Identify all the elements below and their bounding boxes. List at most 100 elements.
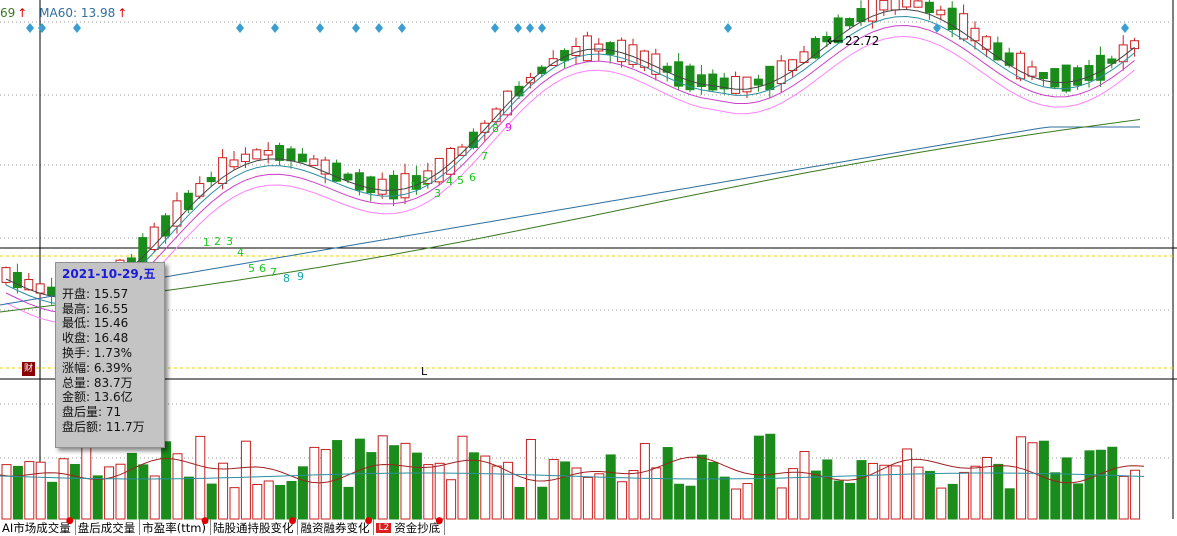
volume-bar [400,442,411,520]
td-count-label: 4 [446,175,453,188]
candle [263,150,273,156]
dot-icon: ● [201,516,209,526]
candle [594,43,604,52]
candle [959,13,969,40]
tab-label: AI市场成交量 [2,520,71,535]
td-count-label: 3 [226,235,233,248]
volume-bar [548,458,559,520]
volume-bar [126,452,137,520]
volume-bar [560,461,571,520]
candle [138,237,148,264]
tooltip-turnover: 换手: 1.73% [62,345,132,360]
candle [480,122,490,133]
volume-bar [765,433,776,520]
candle [753,78,763,86]
volume-bar [1061,457,1072,520]
tab-margin-trading[interactable]: 融资融券变化 ● [298,516,375,535]
tab-label: 资金抄底 [394,520,441,535]
candle [674,61,684,87]
volume-bar [149,475,160,520]
volume-bar [354,438,365,520]
signal-diamond-icon [316,23,324,33]
volume-bar [799,451,810,520]
candle [993,42,1003,61]
tab-after-hours-volume[interactable]: 盘后成交量 [76,519,141,535]
volume-bar [275,484,286,520]
candle [389,174,399,200]
signal-diamond-icon [73,23,81,33]
volume-bar [218,462,229,520]
volume-bar [92,475,103,520]
td-count-label: 3 [434,187,441,200]
candle [252,149,262,160]
candle [320,159,330,175]
candle [617,39,627,63]
candle [936,9,946,16]
volume-bar [229,487,240,520]
candle [548,58,558,66]
indicator-tabs: AI市场成交量 ● 盘后成交量 市盈率(ttm) ● 陆股通持股变化 ● 融资融券变化… [0,516,1177,535]
candle [708,73,718,91]
candle [639,50,649,68]
candle [799,51,809,63]
candle [514,85,524,97]
candle [149,226,159,250]
td-count-label: 5 [457,174,464,187]
candle [161,215,171,237]
volume-bar [959,471,970,520]
volume-bar [320,449,331,520]
td-count-label: 8 [492,122,499,135]
dot-icon: ● [364,516,373,526]
tooltip-low: 最低: 15.46 [62,316,129,331]
volume-bar [981,456,992,520]
dot-icon: ● [435,516,444,526]
up-arrow-icon: ↑ [117,6,128,20]
volume-bar [970,465,981,520]
candle [1027,66,1037,77]
candle [731,75,741,94]
volume-bar [206,483,217,520]
candle [696,74,706,88]
signal-diamond-icon [271,23,279,33]
tab-bottom-fishing[interactable]: L2 资金抄底 ● [374,516,446,535]
volume-bar [719,476,730,520]
td-count-label: 5 [248,262,255,275]
signal-diamond-icon [398,23,406,33]
volume-bar [1038,440,1049,520]
volume-bar [263,480,274,520]
volume-bar [1027,442,1038,520]
volume-bar [708,461,719,520]
tab-hk-connect[interactable]: 陆股通持股变化 ● [211,516,299,535]
l2-badge: L2 [376,522,392,533]
tab-pe-ttm[interactable]: 市盈率(ttm) ● [140,516,211,535]
tooltip-close: 收盘: 16.48 [62,331,129,346]
candle [1,267,11,283]
volume-bar [1004,488,1015,520]
ma5-line [5,8,1135,299]
candle [275,145,285,161]
candle [890,0,900,11]
volume-bar [47,481,58,520]
volume-bar [1095,449,1106,520]
candle [218,157,228,185]
volume-bar [742,483,753,520]
tab-ai-volume[interactable]: AI市场成交量 ● [0,516,76,535]
candle [35,283,45,294]
finance-report-marker[interactable]: 财 [22,362,35,376]
volume-bar [138,464,149,520]
ma30-line [5,35,1135,324]
signal-diamond-icon [26,23,34,33]
candle [434,157,444,183]
volume-bar [115,463,126,520]
signal-diamond-icon [933,23,941,33]
candle [810,37,820,59]
ma60-line [0,126,1140,306]
volume-bar [24,461,35,520]
td-count-label: 4 [237,246,244,259]
signal-diamond-icon [491,23,499,33]
candle [411,175,421,190]
candle [457,146,467,156]
candle [765,65,775,91]
candle [537,66,547,74]
